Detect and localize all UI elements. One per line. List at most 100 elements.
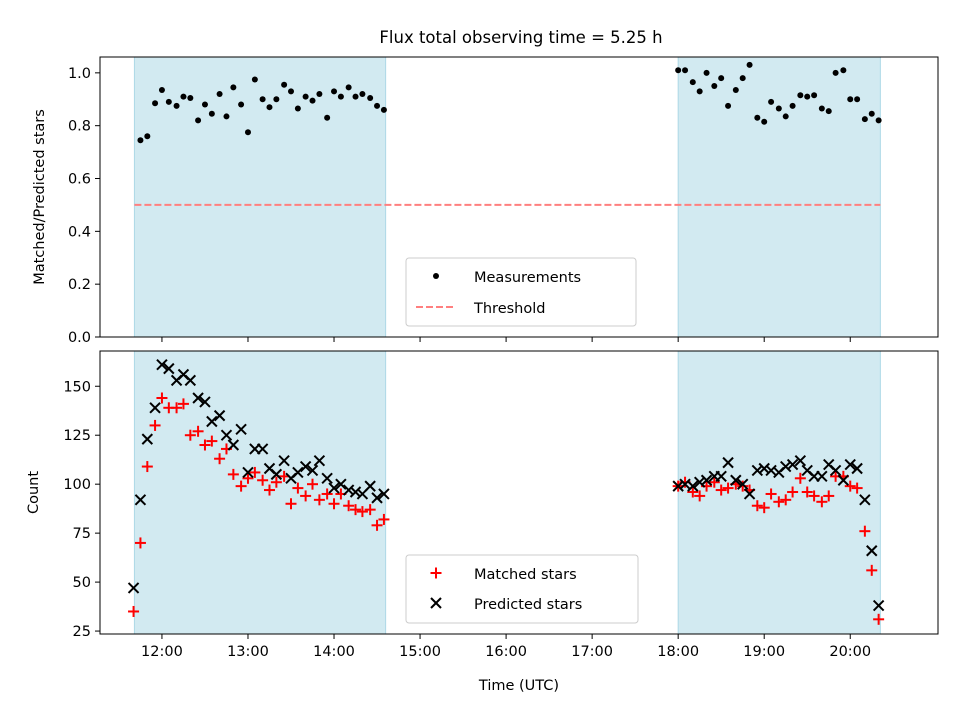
matched-star-point (694, 490, 706, 502)
predicted-star-point (299, 460, 312, 473)
measurement-point (359, 90, 366, 97)
predicted-star-point (163, 362, 175, 375)
measurement-point (238, 101, 245, 108)
measurement-point (208, 110, 215, 117)
measurement-point (754, 114, 761, 121)
predicted-star-point (206, 415, 218, 428)
x-tick-label: 17:00 (571, 644, 613, 660)
matched-star-point (737, 480, 749, 492)
top-ytick-label: 0.2 (68, 277, 91, 293)
legend-x-glyph (430, 597, 442, 609)
matched-star-point (780, 494, 792, 506)
measurement-point (331, 88, 338, 95)
predicted-star-point (192, 392, 204, 404)
matched-star-point (321, 488, 333, 500)
predicted-star-point (321, 472, 333, 485)
measurement-point (380, 106, 387, 113)
measurement-point (251, 76, 258, 83)
predicted-star-point (349, 486, 362, 498)
measurement-point (682, 67, 689, 74)
predicted-star-point (220, 429, 233, 441)
matched-star-point (156, 392, 168, 404)
predicted-star-point (851, 462, 863, 475)
matched-star-point (249, 466, 261, 478)
measurement-point (797, 92, 804, 99)
top-ytick-label: 1.0 (68, 66, 91, 82)
measurement-point (847, 96, 854, 103)
predicted-star-point (242, 466, 254, 479)
matched-star-point (128, 605, 140, 617)
predicted-star-point (292, 466, 304, 479)
matched-star-point (801, 486, 813, 498)
measurement-point (761, 118, 768, 125)
measurement-point (768, 98, 775, 105)
measurement-point (152, 100, 159, 107)
predicted-star-point (700, 474, 713, 486)
matched-star-point (192, 425, 204, 437)
predicted-star-point (736, 478, 749, 490)
measurement-point (689, 79, 696, 86)
measurement-point (230, 84, 237, 91)
measurement-point (187, 94, 194, 101)
matched-star-point (343, 500, 355, 512)
predicted-star-point (342, 484, 355, 496)
legend-matched-label: Matched stars (474, 567, 577, 583)
x-tick-label: 13:00 (227, 644, 269, 660)
matched-star-point (816, 496, 828, 508)
matched-star-point (765, 488, 777, 500)
matched-star-point (687, 486, 699, 498)
predicted-star-point (156, 359, 168, 371)
measurement-point (782, 113, 789, 120)
top-ytick-label: 0.6 (68, 172, 91, 188)
top-axes-frame (99, 56, 939, 338)
matched-star-point (214, 453, 226, 465)
matched-star-point (794, 472, 806, 484)
x-axis-label: Time (UTC) (478, 678, 559, 694)
x-tick-label: 15:00 (399, 644, 441, 660)
predicted-star-point (364, 480, 376, 492)
measurement-point (158, 87, 165, 94)
matched-star-point (270, 476, 282, 488)
matched-star-point (758, 502, 770, 514)
matched-star-point (263, 484, 275, 496)
matched-star-point (235, 480, 247, 492)
measurement-point (725, 102, 732, 109)
top-legend: Measurements Threshold (405, 257, 637, 327)
predicted-star-point (235, 423, 247, 436)
predicted-star-point (371, 492, 383, 504)
bottom-ytick-label: 25 (73, 624, 91, 640)
predicted-star-point (256, 443, 269, 455)
matched-star-point (371, 519, 383, 531)
measurement-point (675, 67, 682, 74)
measurement-point (345, 84, 352, 91)
measurement-point (223, 113, 230, 120)
x-tick-label: 18:00 (657, 644, 699, 660)
measurement-point (775, 105, 782, 112)
legend-measurements-marker (433, 273, 439, 279)
matched-star-point (708, 476, 720, 488)
measurement-point (316, 90, 323, 97)
predicted-star-point (859, 494, 871, 506)
matched-star-point (242, 472, 254, 484)
measurement-point (832, 69, 839, 76)
matched-star-point (328, 498, 340, 510)
measurement-point (137, 137, 144, 144)
measurement-point (288, 88, 295, 95)
top-ytick-label: 0.4 (68, 224, 91, 240)
measurement-point (703, 69, 710, 76)
predicted-star-point (758, 462, 770, 475)
bottom-ytick-label: 125 (63, 428, 91, 444)
matched-star-point (844, 480, 856, 492)
legend-predicted-marker (430, 597, 442, 609)
matched-star-point (808, 490, 820, 502)
predicted-star-point (722, 456, 734, 469)
predicted-star-point (844, 458, 856, 471)
observing-window-2 (677, 56, 881, 338)
predicted-star-point (687, 480, 699, 492)
predicted-star-point (786, 458, 799, 471)
observing-window-1 (133, 350, 387, 635)
measurement-point (374, 102, 381, 109)
measurement-point (281, 81, 288, 88)
measurement-point (739, 75, 746, 82)
measurement-point (165, 98, 172, 105)
